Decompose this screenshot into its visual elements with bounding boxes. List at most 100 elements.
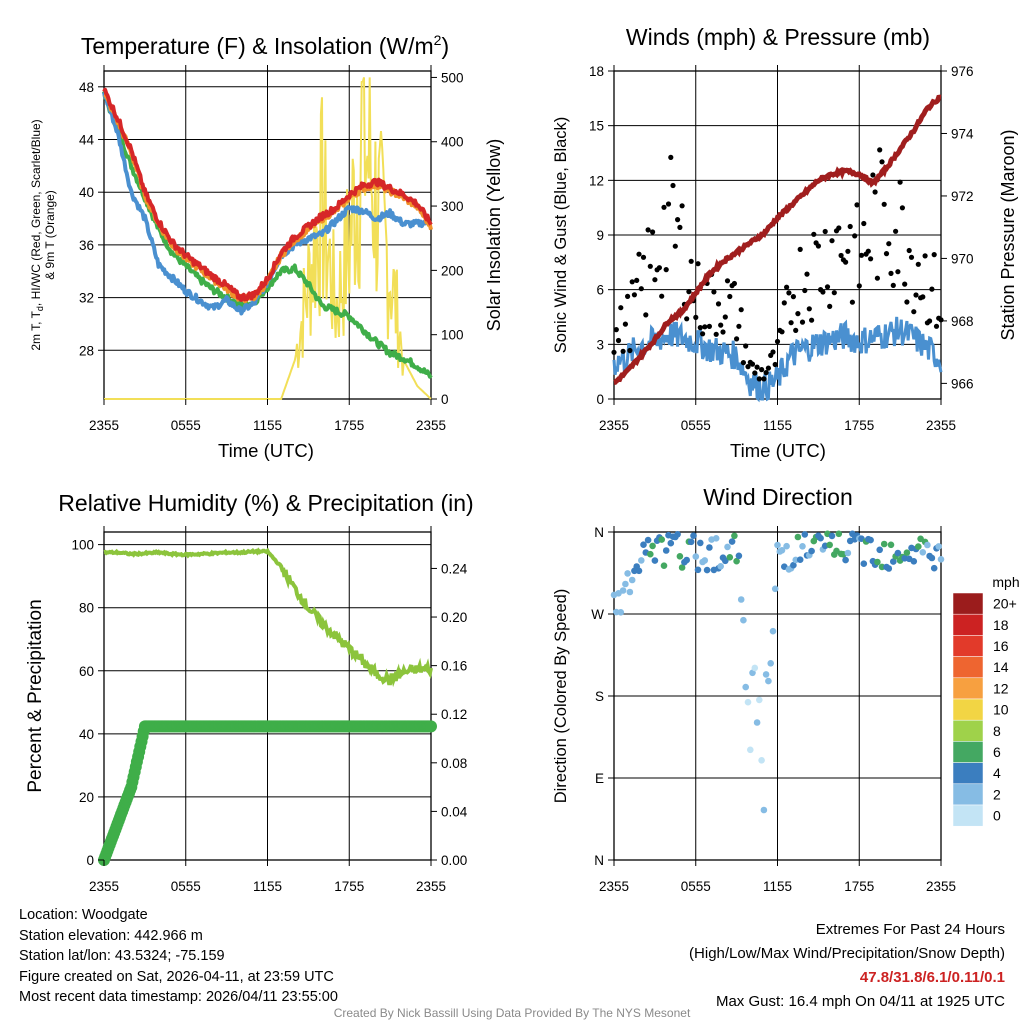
direction-point [790, 561, 797, 569]
gust-point [888, 270, 894, 276]
y-tick-label-right: 0.12 [441, 707, 467, 722]
gust-point [661, 204, 667, 210]
direction-point [778, 547, 786, 554]
gust-point [938, 317, 944, 323]
gust-point [652, 277, 658, 283]
gust-point [829, 238, 835, 244]
direction-point [801, 531, 809, 538]
direction-point [731, 532, 738, 540]
gust-point [915, 261, 921, 267]
gust-point [856, 283, 862, 289]
direction-point [747, 746, 754, 754]
direction-point [890, 558, 897, 565]
direction-point [756, 696, 763, 704]
gust-point [858, 252, 865, 258]
gust-point [711, 289, 717, 295]
gust-point [643, 312, 649, 318]
gust-point [799, 319, 806, 325]
y-tick-label-right: 100 [441, 328, 464, 343]
direction-point [749, 669, 756, 677]
gust-point [749, 361, 756, 367]
direction-point [924, 541, 931, 549]
direction-point [678, 564, 686, 571]
gust-point [784, 284, 790, 290]
direction-point [722, 557, 729, 565]
direction-point [799, 543, 806, 550]
gust-point [695, 261, 701, 267]
gust-point [631, 292, 638, 298]
legend-title: mph [992, 574, 1019, 590]
gust-point [831, 290, 837, 296]
direction-point [874, 558, 881, 566]
station-latlon: Station lat/lon: 43.5324; -75.159 [19, 948, 225, 964]
gust-point [706, 323, 713, 329]
direction-point [880, 540, 888, 548]
x-tick-label: 2355 [89, 418, 119, 433]
gust-point [679, 203, 685, 209]
y-tick-label-left: 100 [71, 538, 94, 553]
gust-point [870, 172, 876, 178]
direction-point [935, 543, 942, 550]
y-tick-label-left: 9 [596, 228, 604, 243]
gust-point [665, 201, 672, 207]
y-tick-label-left: N [594, 853, 604, 868]
gust-point [640, 254, 647, 260]
temperature-ylabel-left: 2m T, Td, HI/WC (Red, Green, Scarlet/Blu… [29, 119, 45, 350]
gust-point [684, 316, 690, 322]
winds-panel: Winds (mph) & Pressure (mb) 18 15 12 9 6 3 0 9… [552, 24, 1018, 461]
gust-point [852, 233, 858, 239]
gust-point [786, 290, 792, 296]
gust-point [613, 327, 619, 333]
gust-point [752, 370, 758, 376]
direction-point [674, 531, 681, 538]
gust-point [745, 364, 751, 370]
gust-point [820, 289, 826, 295]
x-tick-label: 1155 [763, 418, 792, 433]
gust-point [795, 311, 801, 317]
y-tick-label-left: 12 [589, 173, 604, 188]
y-tick-label-right: 400 [441, 135, 464, 150]
direction-point [649, 542, 656, 550]
gust-point [883, 251, 890, 257]
gust-point [615, 337, 622, 344]
gust-point [908, 254, 915, 260]
gust-point [713, 331, 719, 337]
y-tick-label-left: 3 [596, 337, 604, 352]
gust-point [847, 223, 853, 230]
gust-point [806, 306, 812, 312]
direction-point [817, 534, 824, 542]
recent-timestamp: Most recent data timestamp: 2026/04/11 2… [19, 989, 338, 1005]
direction-panel: Wind Direction N W S E N 2355 0555 1155 1755 235… [552, 484, 1020, 894]
gust-point [911, 309, 917, 315]
gust-point [797, 246, 803, 252]
temp-2m-line [102, 87, 433, 302]
gust-point [738, 307, 744, 313]
winds-title: Winds (mph) & Pressure (mb) [626, 24, 930, 50]
rh-line [103, 547, 433, 688]
y-tick-label-left: W [591, 607, 604, 622]
direction-point [885, 565, 893, 572]
gust-point [724, 278, 731, 284]
direction-point [697, 539, 704, 547]
direction-point [796, 556, 804, 563]
gust-point [849, 299, 856, 305]
direction-point [744, 698, 752, 706]
gust-point [868, 256, 874, 262]
y-tick-label-left: 36 [79, 238, 94, 253]
legend-label: 0 [993, 808, 1001, 824]
direction-point [742, 683, 749, 691]
x-tick-label: 0555 [681, 879, 711, 894]
y-tick-label-left: 20 [79, 790, 94, 805]
y-tick-label-left: 44 [79, 132, 95, 147]
y-tick-label-right: 0.24 [441, 561, 468, 576]
y-tick-label-right: 0.08 [441, 756, 467, 771]
y-tick-label-right: 968 [951, 314, 974, 329]
direction-point [640, 541, 647, 548]
y-tick-label-left: S [595, 689, 604, 704]
legend-swatch [952, 804, 984, 827]
gust-point [634, 277, 640, 283]
gust-point [754, 364, 760, 370]
gust-point [688, 258, 694, 264]
gust-point [731, 280, 738, 287]
gust-point [790, 294, 797, 300]
